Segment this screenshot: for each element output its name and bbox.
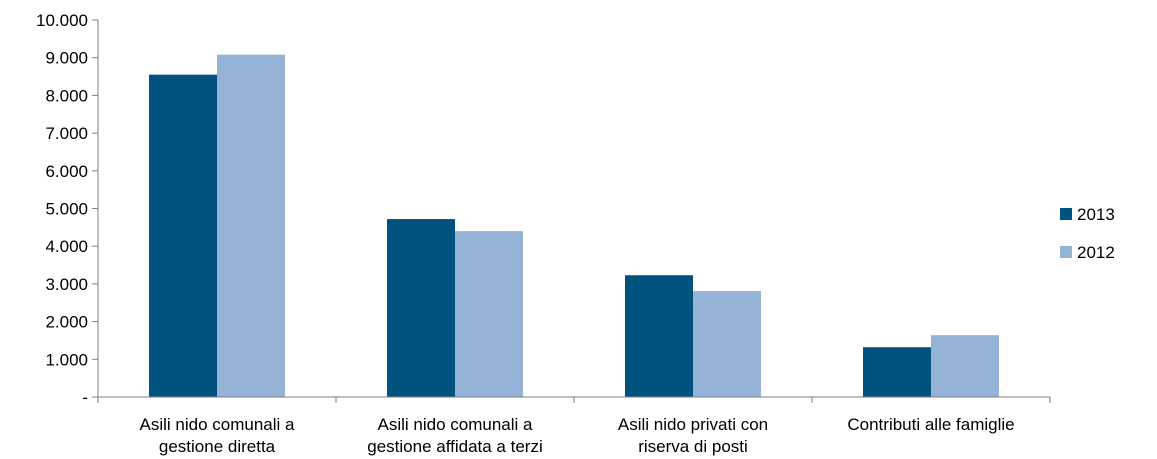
x-tick-label: gestione affidata a terzi — [367, 437, 542, 456]
bar-2012-1 — [217, 54, 285, 398]
y-tick-label: 6.000 — [45, 162, 88, 181]
y-tick-label: 10.000 — [36, 11, 88, 30]
legend-label-2013: 2013 — [1077, 205, 1115, 224]
bar-2012-4 — [931, 335, 999, 397]
x-tick-label: riserva di posti — [638, 437, 748, 456]
bar-2013-4 — [863, 347, 931, 397]
y-tick-label: - — [82, 388, 88, 407]
legend-swatch-2012 — [1060, 246, 1072, 258]
bar-2013-2 — [387, 219, 455, 397]
bars — [149, 54, 999, 398]
x-axis-labels: Asili nido comunali a gestione diretta Asi… — [97, 397, 1051, 456]
y-tick-label: 9.000 — [45, 49, 88, 68]
x-tick-label: Asili nido comunali a — [140, 415, 296, 434]
x-tick-label: Contributi alle famiglie — [847, 415, 1014, 434]
y-tick-label: 2.000 — [45, 313, 88, 332]
y-tick-label: 1.000 — [45, 350, 88, 369]
y-tick-label: 4.000 — [45, 237, 88, 256]
bar-2013-1 — [149, 74, 217, 397]
x-tick-label: Asili nido privati con — [618, 415, 768, 434]
bar-2013-3 — [625, 275, 693, 397]
bar-2012-2 — [455, 231, 523, 397]
y-tick-label: 3.000 — [45, 275, 88, 294]
legend-swatch-2013 — [1060, 208, 1072, 220]
x-tick-label: gestione diretta — [159, 437, 276, 456]
legend-label-2012: 2012 — [1077, 243, 1115, 262]
x-tick-label: Asili nido comunali a — [378, 415, 534, 434]
y-tick-label: 7.000 — [45, 124, 88, 143]
legend: 2013 2012 — [1060, 205, 1115, 262]
y-axis-ticks: - 1.000 2.000 3.000 4.000 5.000 6.000 7.000 8.00… — [36, 11, 98, 407]
y-tick-label: 5.000 — [45, 200, 88, 219]
bar-2012-3 — [693, 291, 761, 397]
y-tick-label: 8.000 — [45, 86, 88, 105]
